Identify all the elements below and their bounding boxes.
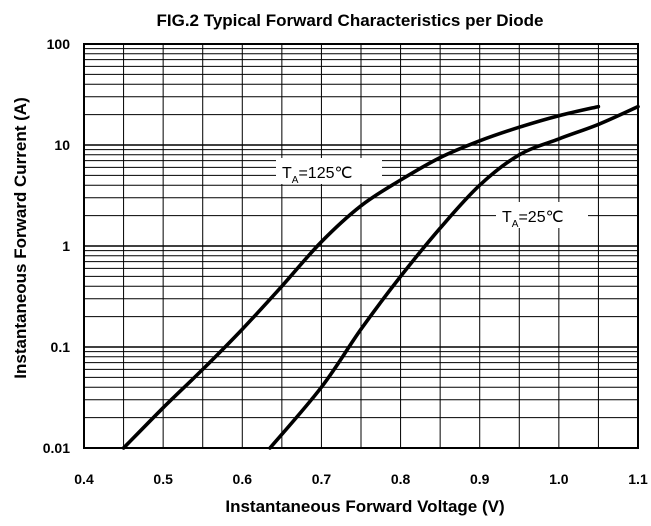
series-label: TA=125℃ [282,165,352,186]
x-tick-label: 0.9 [470,471,490,487]
y-tick-label: 100 [47,36,71,52]
y-tick-label: 1 [62,238,70,254]
y-tick-label: 0.1 [51,339,71,355]
series-label-background [276,158,382,184]
grid [84,44,638,448]
series-line [121,104,601,450]
x-tick-label: 0.7 [312,471,332,487]
y-tick-label: 0.01 [43,440,70,456]
y-axis-title: Instantaneous Forward Current (A) [11,97,30,378]
x-tick-label: 1.1 [628,471,648,487]
series-label: TA=25℃ [502,209,564,230]
tick-labels: 0.4 0.5 0.6 0.7 0.8 0.9 1.0 1.1 0.01 0.1 1 10 100 [43,36,648,487]
plot-frame [83,43,639,449]
series-layer: TA=125℃ TA=25℃ [121,104,640,450]
x-tick-label: 0.8 [391,471,411,487]
x-axis-title: Instantaneous Forward Voltage (V) [225,497,504,516]
series-label-background [496,202,588,228]
x-tick-label: 1.0 [549,471,569,487]
x-tick-label: 0.6 [233,471,253,487]
y-tick-label: 10 [54,137,70,153]
series-line [268,104,640,450]
x-tick-label: 0.4 [74,471,94,487]
x-tick-label: 0.5 [153,471,173,487]
chart-title: FIG.2 Typical Forward Characteristics pe… [156,11,543,30]
